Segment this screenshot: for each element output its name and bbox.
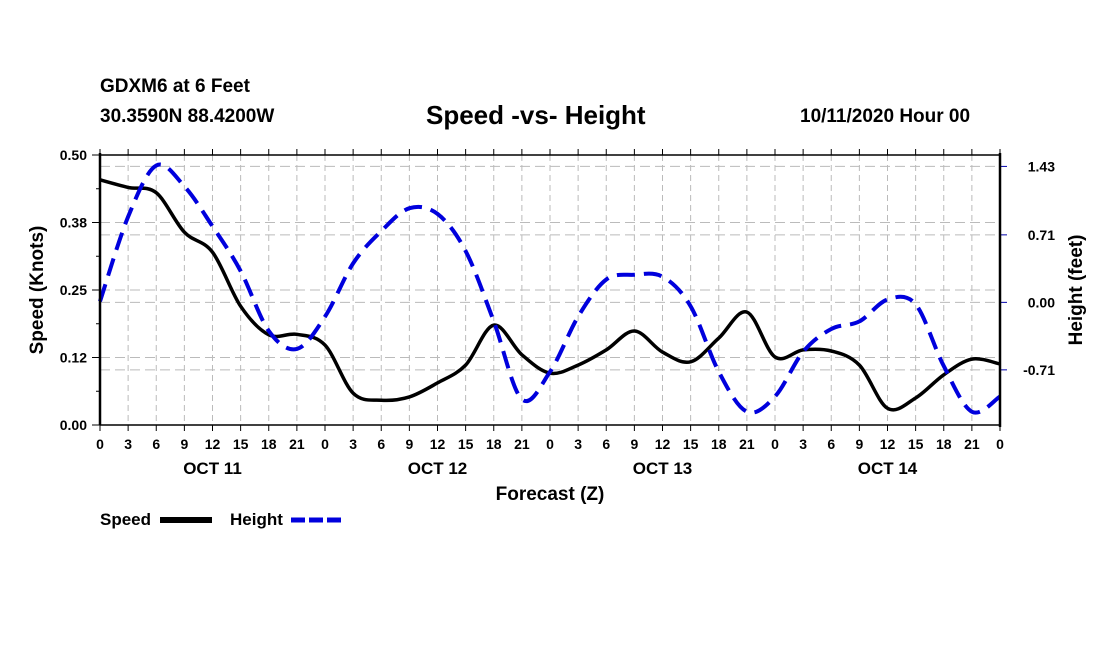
x-tick-label: 0: [996, 436, 1004, 452]
chart-title: Speed -vs- Height: [426, 100, 646, 130]
x-tick-label: 3: [349, 436, 357, 452]
day-label: OCT 11: [183, 459, 242, 478]
x-tick-label: 18: [711, 436, 727, 452]
x-tick-label: 9: [630, 436, 638, 452]
tick-labels: 0 3 6 9 12 15 18 21 0 3 6 9 12 15 18 21 0 3 6 9 12 15 18 21 0 3 6 9…: [60, 147, 1055, 478]
y2-tick-label: 0.00: [1028, 294, 1055, 310]
y-tick-label: 0.12: [60, 350, 87, 366]
x-tick-label: 15: [908, 436, 924, 452]
day-label: OCT 14: [858, 459, 918, 478]
legend-height-label: Height: [230, 510, 283, 529]
x-tick-label: 21: [289, 436, 305, 452]
y2-tick-label: 1.43: [1028, 158, 1055, 174]
y2-axis-label: Height (feet): [1066, 235, 1087, 346]
x-tick-label: 6: [152, 436, 160, 452]
coordinates-label: 30.3590N 88.4200W: [100, 106, 275, 127]
x-tick-label: 9: [180, 436, 188, 452]
legend-speed-label: Speed: [100, 510, 151, 529]
y-tick-label: 0.38: [60, 215, 87, 231]
x-tick-label: 6: [827, 436, 835, 452]
y2-tick-label: -0.71: [1023, 362, 1055, 378]
x-tick-label: 3: [124, 436, 132, 452]
day-label: OCT 13: [633, 459, 693, 478]
station-label: GDXM6 at 6 Feet: [100, 76, 250, 97]
x-tick-label: 0: [546, 436, 554, 452]
grid: [100, 155, 1000, 425]
x-tick-label: 21: [964, 436, 980, 452]
x-tick-label: 15: [683, 436, 699, 452]
x-tick-label: 9: [405, 436, 413, 452]
x-tick-label: 18: [486, 436, 502, 452]
y-tick-label: 0.50: [60, 147, 87, 163]
x-tick-label: 15: [233, 436, 249, 452]
x-tick-label: 21: [514, 436, 530, 452]
datetime-label: 10/11/2020 Hour 00: [800, 106, 971, 127]
series-layer: [98, 162, 1002, 415]
y-tick-label: 0.00: [60, 417, 87, 433]
x-tick-label: 12: [655, 436, 671, 452]
axes: [92, 149, 1007, 431]
x-tick-label: 3: [799, 436, 807, 452]
y-tick-label: 0.25: [60, 282, 87, 298]
x-tick-label: 18: [936, 436, 952, 452]
x-tick-label: 9: [855, 436, 863, 452]
legend: Speed Height: [100, 510, 343, 529]
x-tick-label: 12: [880, 436, 896, 452]
x-tick-label: 0: [771, 436, 779, 452]
x-tick-label: 12: [430, 436, 446, 452]
x-axis-label: Forecast (Z): [496, 484, 605, 505]
x-tick-label: 18: [261, 436, 277, 452]
x-tick-label: 0: [321, 436, 329, 452]
day-label: OCT 12: [408, 459, 468, 478]
x-tick-label: 6: [377, 436, 385, 452]
x-tick-label: 0: [96, 436, 104, 452]
y2-tick-label: 0.71: [1028, 227, 1055, 243]
x-tick-label: 12: [205, 436, 221, 452]
x-tick-label: 21: [739, 436, 755, 452]
x-tick-label: 15: [458, 436, 474, 452]
y-axis-label: Speed (Knots): [27, 226, 48, 355]
x-tick-label: 3: [574, 436, 582, 452]
series-line-height: [98, 162, 1002, 415]
x-tick-label: 6: [602, 436, 610, 452]
